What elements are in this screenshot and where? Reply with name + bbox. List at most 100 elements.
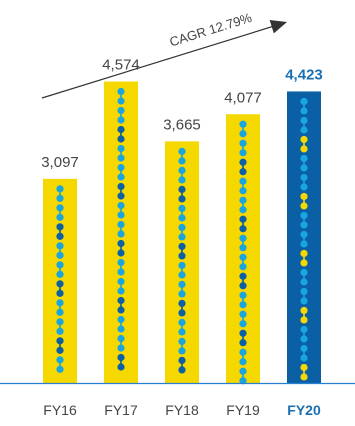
bar-pattern-dot	[56, 289, 64, 297]
bar-pattern-dot	[56, 308, 64, 316]
bar-pattern-dot	[239, 206, 247, 214]
bar-pattern-dot	[178, 290, 186, 298]
bar-pattern-dot	[117, 135, 125, 143]
bar-pattern-dot	[300, 373, 308, 381]
bar-pattern-dot	[300, 164, 308, 172]
bar-pattern-dot	[117, 211, 125, 219]
bar-pattern-dot	[56, 194, 64, 202]
bar-pattern-dot	[178, 328, 186, 336]
bar-pattern-dot	[178, 214, 186, 222]
bar-pattern-dot	[239, 358, 247, 366]
bar-pattern-dot	[117, 363, 125, 371]
bar-pattern-dot	[239, 339, 247, 347]
bar-pattern-dot	[300, 221, 308, 229]
bar-pattern-dot	[56, 251, 64, 259]
bar-pattern-dot	[178, 195, 186, 203]
bar-pattern-dot	[239, 158, 247, 166]
bar-pattern-dot	[56, 242, 64, 250]
bar-pattern-dot	[56, 365, 64, 373]
value-label-fy17: 4,574	[102, 56, 140, 73]
tick-label-fy17: FY17	[104, 402, 138, 418]
bar-pattern-dot	[117, 182, 125, 191]
bar-pattern-dot	[178, 347, 186, 355]
bar-pattern-dot	[117, 173, 125, 181]
cagr-arrow-line	[41, 23, 280, 99]
bar-pattern-dot	[239, 263, 247, 271]
bar-pattern-dot	[117, 163, 125, 172]
bar-pattern-dot	[239, 244, 247, 252]
bar-pattern-dot	[56, 232, 64, 240]
tick-label-fy19: FY19	[226, 402, 260, 418]
bar-pattern-dot	[178, 176, 186, 184]
bar-pattern-dot	[300, 278, 308, 286]
bar-pattern-dot	[117, 249, 125, 257]
bar-pattern-dot	[56, 204, 64, 212]
bar-pattern-dot	[117, 239, 125, 248]
bar-pattern-dot	[117, 306, 125, 314]
cagr-arrow-head	[269, 20, 287, 34]
bar-pattern-dot	[300, 354, 308, 362]
bar-pattern-dot	[239, 130, 247, 138]
bar-pattern-dot	[300, 297, 308, 305]
bar-pattern-dot	[178, 309, 186, 317]
value-labels-group: 3,097 4,574 3,665 4,077 4,423	[41, 56, 323, 170]
bar-pattern-dot	[117, 154, 125, 162]
bar-pattern-dot	[300, 240, 308, 248]
bar-pattern-dot	[239, 215, 247, 223]
bar-pattern-dot	[239, 320, 247, 328]
value-label-fy19: 4,077	[224, 89, 262, 106]
bar-pattern-dot	[178, 157, 186, 165]
value-label-fy16: 3,097	[41, 154, 79, 171]
bar-pattern-dot	[239, 377, 247, 385]
bar-pattern-dot	[178, 271, 186, 279]
bar-pattern-dot	[117, 192, 125, 200]
bar-pattern-dot	[300, 335, 308, 343]
bar-pattern-dot	[239, 225, 247, 233]
tick-label-fy16: FY16	[43, 402, 77, 418]
bar-pattern-dot	[117, 116, 125, 124]
bar-pattern-dot	[178, 252, 186, 260]
bar-pattern-dot	[300, 145, 308, 153]
bar-pattern-dot	[117, 344, 125, 352]
bar-pattern-dot	[239, 149, 247, 157]
bar-pattern-dot	[300, 202, 308, 210]
bar-pattern-dot	[117, 220, 125, 229]
bar-pattern-dot	[300, 259, 308, 267]
bar-pattern-dot	[56, 346, 64, 354]
tick-label-fy18: FY18	[165, 402, 199, 418]
bar-pattern-dot	[178, 233, 186, 241]
bar-pattern-dot	[117, 230, 125, 238]
bar-pattern-dot	[239, 139, 247, 147]
bar-pattern-dot	[56, 270, 64, 278]
bar-pattern-dot	[239, 187, 247, 195]
value-label-fy20: 4,423	[285, 66, 323, 83]
bar-pattern-dot	[300, 183, 308, 191]
bar-pattern-dot	[239, 196, 247, 204]
bars-group	[43, 81, 321, 385]
cagr-annotation: CAGR 12.79%	[41, 10, 287, 99]
bar-pattern-dot	[56, 223, 64, 231]
bar-pattern-dot	[117, 201, 125, 210]
bar-pattern-dot	[239, 177, 247, 185]
bar-pattern-dot	[300, 126, 308, 134]
bar-pattern-dot	[117, 144, 125, 153]
bar-pattern-dot	[178, 366, 186, 374]
x-tick-labels-group: FY16 FY17 FY18 FY19 FY20	[43, 402, 321, 418]
bar-pattern-dot	[56, 213, 64, 221]
bar-pattern-dot	[239, 234, 247, 242]
bar-pattern-dot	[300, 316, 308, 324]
bar-pattern-dot	[117, 268, 125, 276]
bar-pattern-dot	[239, 168, 247, 176]
cagr-label: CAGR 12.79%	[168, 10, 254, 50]
bar-pattern-dot	[117, 287, 125, 295]
bar-pattern-dot	[56, 327, 64, 335]
bar-pattern-dot	[117, 97, 125, 105]
value-label-fy18: 3,665	[163, 116, 201, 133]
bar-pattern-dot	[239, 282, 247, 290]
tick-label-fy20: FY20	[287, 402, 321, 418]
bar-pattern-dot	[117, 325, 125, 333]
bar-pattern-dot	[300, 107, 308, 115]
bar-pattern-dot	[239, 301, 247, 309]
